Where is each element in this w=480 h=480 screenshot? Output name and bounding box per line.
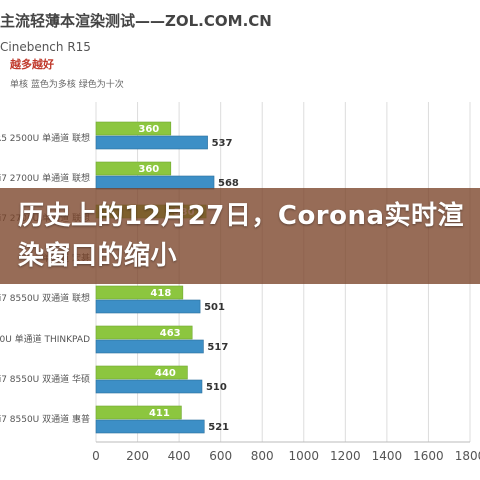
category-label: i7 8550U 单通道 THINKPAD [0,333,90,345]
bar [95,419,205,434]
bar [95,161,172,176]
data-label: 360 [138,124,159,135]
x-tick-label: 1200 [330,449,361,463]
chart-note: 越多越好 [9,57,54,71]
x-tick-label: 1800 [455,449,480,463]
banner-title: 历史上的12月27日，Corona实时渲染窗口的缩小 [18,201,465,271]
x-tick-label: 400 [168,449,191,463]
x-tick-label: 1400 [372,449,403,463]
bar [95,135,208,150]
data-label: 521 [208,422,229,433]
x-tick-label: 1000 [289,449,320,463]
x-tick-label: 800 [251,449,274,463]
data-label: 501 [204,302,225,313]
category-label: i7 8550U 双通道 惠普 [0,413,90,425]
data-label: 510 [206,382,227,393]
data-label: 537 [212,138,233,149]
bar [95,405,182,420]
data-label: 411 [149,408,170,419]
category-label: R5 2500U 单通道 联想 [0,132,90,144]
x-tick-label: 200 [126,449,149,463]
data-label: 517 [207,342,228,353]
data-label: 568 [218,178,239,189]
title-banner [0,188,480,284]
bar [95,379,203,394]
x-tick-label: 1600 [413,449,444,463]
bar [95,285,184,300]
category-label: i7 8550U 双通道 华硕 [0,373,90,385]
bar [95,121,172,136]
data-label: 360 [138,164,159,175]
x-tick-label: 0 [92,449,100,463]
category-label: i7 8550U 双通道 联想 [0,292,90,304]
chart-subtitle: Cinebench R15 [0,40,91,54]
chart-legend-text: 单核 蓝色为多核 绿色为十次 [10,78,124,90]
bar [95,325,193,340]
bar [95,339,204,354]
bar [95,299,201,314]
data-label: 440 [155,368,176,379]
chart-title: 主流轻薄本渲染测试——ZOL.COM.CN [0,12,272,30]
x-axis-ticks: 0 200 400 600 800 1000 1200 1400 1600 1800 [92,449,480,463]
category-label: i7 2700U 单通道 联想 [0,172,90,184]
bar [95,365,188,380]
data-label: 418 [150,288,171,299]
x-tick-label: 600 [209,449,232,463]
data-label: 463 [160,328,181,339]
